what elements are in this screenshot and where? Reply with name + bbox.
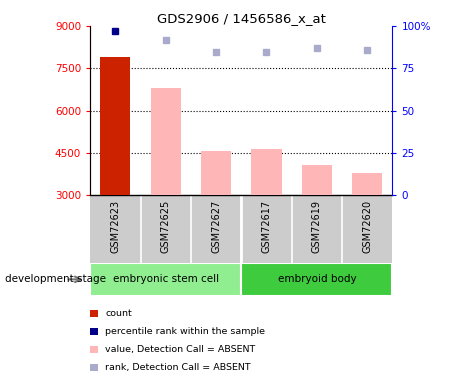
Title: GDS2906 / 1456586_x_at: GDS2906 / 1456586_x_at xyxy=(157,12,326,25)
Bar xyxy=(151,88,181,195)
Text: GSM72617: GSM72617 xyxy=(262,200,272,253)
Bar xyxy=(201,152,231,195)
Bar xyxy=(352,172,382,195)
Text: GSM72620: GSM72620 xyxy=(362,200,372,253)
Text: development stage: development stage xyxy=(5,274,106,284)
Text: GSM72627: GSM72627 xyxy=(211,200,221,253)
Text: embryoid body: embryoid body xyxy=(277,274,356,284)
Text: count: count xyxy=(105,309,132,318)
Bar xyxy=(100,57,130,195)
Text: GSM72619: GSM72619 xyxy=(312,200,322,253)
Bar xyxy=(251,148,281,195)
Bar xyxy=(90,262,241,296)
Text: percentile rank within the sample: percentile rank within the sample xyxy=(105,327,265,336)
Bar xyxy=(241,262,392,296)
Text: embryonic stem cell: embryonic stem cell xyxy=(113,274,219,284)
Text: GSM72625: GSM72625 xyxy=(161,200,171,253)
Text: GSM72623: GSM72623 xyxy=(110,200,120,253)
Bar xyxy=(302,165,332,195)
Text: value, Detection Call = ABSENT: value, Detection Call = ABSENT xyxy=(105,345,255,354)
Text: rank, Detection Call = ABSENT: rank, Detection Call = ABSENT xyxy=(105,363,251,372)
